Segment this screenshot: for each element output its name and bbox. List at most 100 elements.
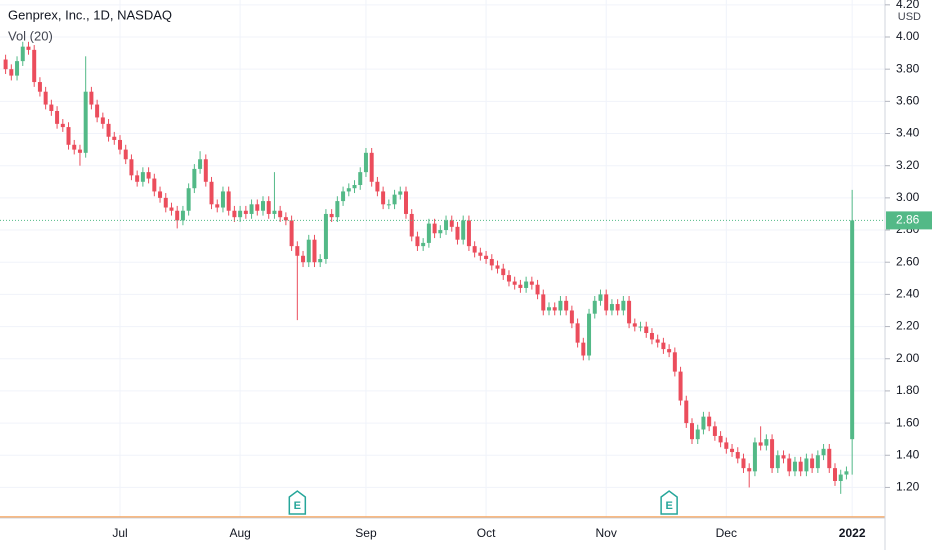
candle-body (249, 204, 254, 214)
candle-body (163, 197, 168, 208)
candle-body (827, 448, 832, 469)
candle-body (592, 300, 597, 314)
candle-body (489, 259, 494, 266)
candle-body (747, 468, 752, 472)
candle-body (55, 111, 60, 124)
candle-body (752, 442, 757, 472)
candle-body (569, 310, 574, 324)
candle-body (524, 281, 529, 288)
candle-body (547, 307, 551, 311)
candle-body (518, 284, 523, 288)
candle-body (335, 201, 340, 218)
candle-body (106, 123, 111, 137)
candle-body (15, 61, 20, 76)
candle-body (558, 300, 563, 311)
candle-body (438, 230, 443, 234)
candle-body (730, 448, 735, 453)
candle-body (655, 339, 660, 343)
y-tick-label: 1.20 (896, 480, 920, 494)
candle-body (535, 284, 540, 295)
candle-body (478, 252, 483, 256)
candle-body (306, 239, 311, 263)
candle-body (506, 275, 511, 282)
y-tick-label: 4.20 (896, 0, 920, 11)
candle-body (678, 371, 683, 401)
candle-body (112, 136, 117, 140)
candle-body (775, 455, 780, 469)
candle-body (501, 268, 506, 276)
y-tick-label: 3.80 (896, 61, 920, 75)
candle-body (672, 352, 677, 372)
candle-body (575, 323, 580, 343)
y-tick-label: 3.40 (896, 126, 920, 140)
candle-body (615, 304, 620, 311)
candle-body (100, 117, 105, 124)
candle-body (43, 91, 48, 105)
candle-body (598, 294, 603, 301)
candle-body (444, 220, 449, 231)
candle-body (89, 91, 94, 105)
candle-body (49, 104, 54, 111)
candle-body (283, 217, 288, 221)
candle-body (37, 82, 42, 92)
candle-body (226, 191, 231, 211)
candle-body (83, 91, 88, 153)
candle-body (60, 123, 65, 128)
y-tick-label: 1.80 (896, 383, 920, 397)
candle-body (758, 442, 763, 446)
candle-body (261, 201, 265, 211)
candle-body (278, 210, 283, 218)
candle-body (667, 349, 672, 353)
candle-body (850, 220, 855, 440)
currency-label: USD (898, 11, 921, 23)
candle-body (810, 458, 815, 469)
candle-body (529, 281, 534, 285)
candle-body (312, 239, 317, 263)
candle-body (26, 46, 31, 50)
candle-body (404, 191, 408, 214)
candle-body (175, 210, 180, 221)
candle-body (581, 342, 586, 356)
candle-body (461, 220, 466, 240)
candle-body (186, 188, 191, 211)
candle-body (764, 439, 769, 446)
chart-title: Genprex, Inc., 1D, NASDAQ (8, 7, 172, 22)
candle-body (215, 204, 220, 208)
candle-body (787, 458, 792, 472)
candle-body (66, 127, 71, 145)
candle-body (158, 191, 163, 198)
last-price-box (886, 211, 932, 230)
candle-body (701, 416, 706, 430)
candle-body (484, 255, 489, 259)
candle-body (638, 326, 643, 328)
candle-body (129, 159, 134, 176)
candle-body (552, 307, 557, 311)
y-tick-label: 1.60 (896, 415, 920, 429)
candle-body (735, 452, 740, 459)
candle-body (432, 223, 437, 234)
last-price-label: 2.86 (896, 213, 920, 227)
x-tick-label: Sep (355, 526, 377, 540)
candle-body (386, 204, 391, 206)
candle-body (609, 304, 614, 311)
candle-body (495, 265, 500, 269)
candle-body (220, 191, 225, 208)
earnings-icon-label: E (294, 500, 301, 512)
candle-body (621, 300, 626, 311)
candle-body (587, 313, 592, 356)
candle-body (409, 213, 414, 237)
candle-body (209, 181, 214, 205)
candle-body (369, 152, 374, 182)
candle-body (289, 220, 294, 247)
candle-body (135, 175, 140, 182)
candle-body (707, 416, 712, 427)
y-tick-label: 2.00 (896, 351, 920, 365)
candle-body (9, 69, 14, 76)
x-tick-label: 2022 (839, 526, 866, 540)
candle-body (712, 426, 717, 436)
candle-body (564, 300, 569, 311)
candle-body (838, 474, 843, 481)
candle-body (649, 333, 654, 340)
candle-body (512, 281, 517, 285)
